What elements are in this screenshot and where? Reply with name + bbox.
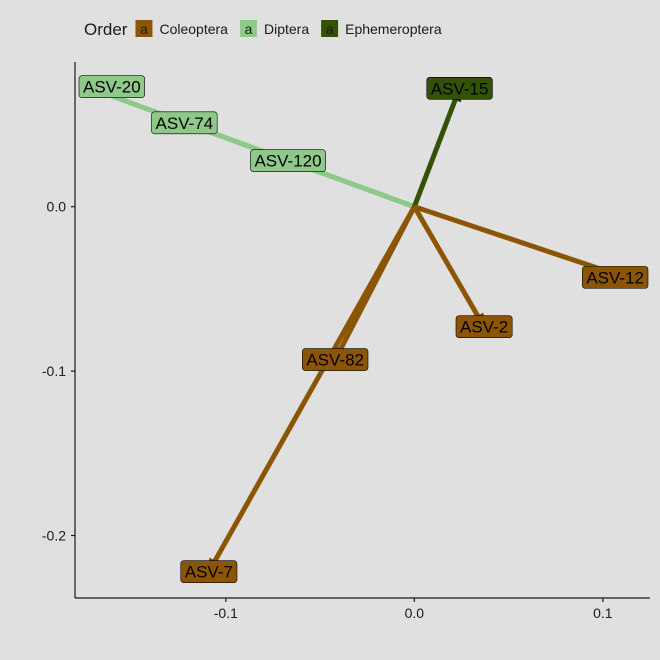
legend-label: Ephemeroptera bbox=[345, 21, 442, 37]
legend-label: Diptera bbox=[264, 21, 309, 37]
point-label-asv-15: ASV-15 bbox=[426, 77, 493, 100]
point-label-asv-74: ASV-74 bbox=[151, 111, 218, 135]
legend-key-symbol: a bbox=[245, 21, 253, 37]
label-box bbox=[582, 266, 649, 289]
y-tick-label: -0.2 bbox=[42, 528, 66, 544]
y-tick-label: 0.0 bbox=[47, 199, 67, 215]
axes: -0.1 0.0 0.1 0.0 -0.1 -0.2 bbox=[42, 62, 650, 621]
legend-key bbox=[135, 20, 153, 37]
arrow-shaft bbox=[212, 205, 417, 563]
point-label-asv-82: ASV-82 bbox=[302, 348, 369, 371]
arrow-shaft bbox=[413, 204, 615, 276]
label-box bbox=[250, 149, 326, 172]
arrow-layer bbox=[85, 84, 627, 573]
arrow-asv-7 bbox=[208, 205, 417, 573]
point-label-text: ASV-82 bbox=[306, 351, 364, 370]
point-label-layer: ASV-20 ASV-74 ASV-120 ASV-15 ASV-12 ASV-2 ASV-… bbox=[78, 75, 649, 583]
point-label-text: ASV-7 bbox=[185, 563, 233, 582]
label-box bbox=[78, 75, 145, 98]
legend-entry-ephemeroptera: a Ephemeroptera bbox=[321, 20, 442, 37]
point-label-asv-12: ASV-12 bbox=[582, 266, 649, 289]
point-label-text: ASV-120 bbox=[254, 152, 321, 171]
legend-label: Coleoptera bbox=[159, 21, 228, 37]
legend-entry-coleoptera: a Coleoptera bbox=[135, 20, 228, 37]
label-box bbox=[455, 315, 513, 339]
legend-key bbox=[321, 20, 339, 37]
legend: Order a Coleoptera a Diptera a Ephemeroptera bbox=[84, 20, 442, 39]
arrow-shaft bbox=[412, 205, 481, 318]
x-tick-label: -0.1 bbox=[214, 605, 238, 621]
legend-key bbox=[239, 20, 257, 37]
y-tick-label: -0.1 bbox=[42, 363, 66, 379]
legend-key-symbol: a bbox=[140, 21, 148, 37]
label-box bbox=[151, 111, 218, 135]
label-box bbox=[180, 560, 238, 583]
legend-key-symbol: a bbox=[326, 21, 334, 37]
point-label-asv-2: ASV-2 bbox=[455, 315, 513, 339]
point-label-asv-7: ASV-7 bbox=[180, 560, 238, 583]
label-box bbox=[426, 77, 493, 100]
arrow-shaft bbox=[412, 98, 458, 208]
legend-title: Order bbox=[84, 20, 128, 39]
point-label-text: ASV-74 bbox=[156, 114, 214, 133]
point-label-text: ASV-15 bbox=[431, 79, 489, 98]
legend-entry-diptera: a Diptera bbox=[239, 20, 309, 37]
point-label-asv-20: ASV-20 bbox=[78, 75, 145, 98]
arrow-asv-15 bbox=[412, 87, 462, 208]
x-tick-label: 0.0 bbox=[405, 605, 425, 621]
point-label-text: ASV-12 bbox=[586, 268, 644, 287]
x-tick-label: 0.1 bbox=[593, 605, 613, 621]
label-box bbox=[302, 348, 369, 371]
point-label-asv-120: ASV-120 bbox=[250, 149, 326, 172]
point-label-text: ASV-2 bbox=[460, 318, 508, 337]
point-label-text: ASV-20 bbox=[83, 78, 141, 97]
